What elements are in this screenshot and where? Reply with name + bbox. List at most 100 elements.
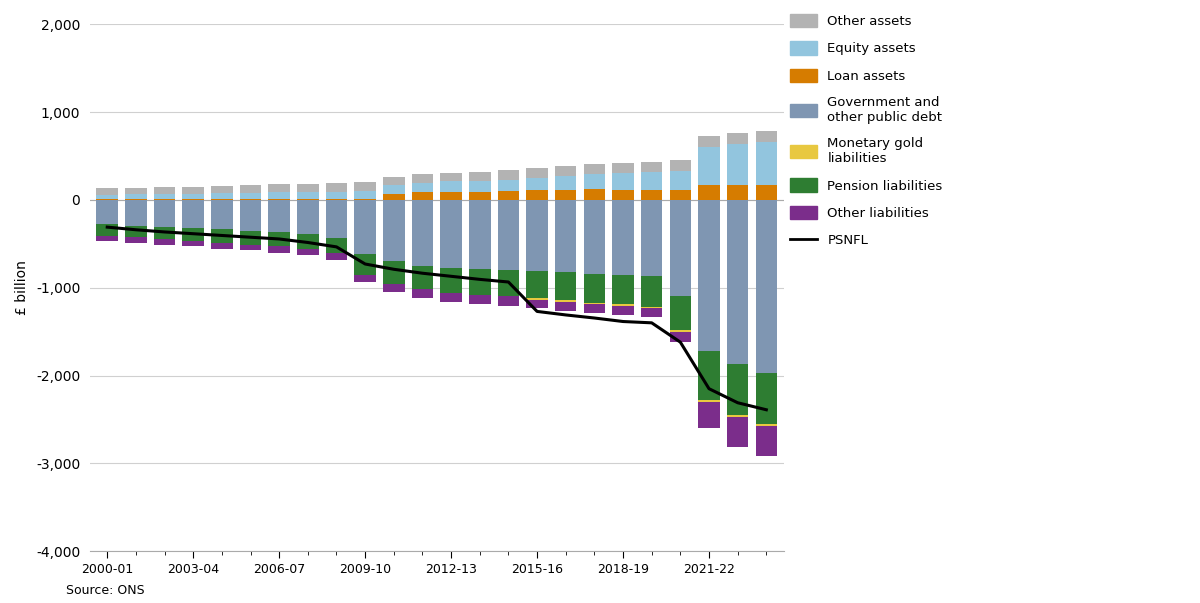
Bar bbox=[698, 402, 720, 428]
Bar bbox=[641, 308, 662, 317]
Bar bbox=[641, 200, 662, 276]
Bar bbox=[469, 192, 491, 200]
Bar bbox=[412, 266, 433, 289]
Bar bbox=[440, 192, 462, 200]
Bar bbox=[612, 305, 634, 306]
Bar bbox=[440, 172, 462, 182]
Bar bbox=[125, 194, 146, 199]
Bar bbox=[354, 182, 376, 191]
Bar bbox=[756, 131, 778, 142]
Bar bbox=[698, 400, 720, 402]
Bar bbox=[440, 182, 462, 192]
Bar bbox=[240, 193, 262, 199]
Bar bbox=[469, 295, 491, 305]
Bar bbox=[698, 136, 720, 147]
Bar bbox=[269, 184, 290, 192]
Bar bbox=[182, 241, 204, 247]
Bar bbox=[440, 292, 462, 302]
Bar bbox=[383, 194, 404, 200]
Bar bbox=[211, 243, 233, 248]
Bar bbox=[527, 190, 548, 200]
Bar bbox=[698, 351, 720, 400]
Bar bbox=[727, 200, 749, 364]
Bar bbox=[641, 172, 662, 190]
Bar bbox=[412, 200, 433, 266]
Bar bbox=[96, 200, 118, 224]
Bar bbox=[154, 239, 175, 245]
Bar bbox=[354, 254, 376, 274]
Bar bbox=[612, 306, 634, 315]
Bar bbox=[698, 200, 720, 351]
Bar bbox=[498, 297, 520, 306]
Bar bbox=[240, 230, 262, 245]
Bar bbox=[583, 200, 605, 274]
Bar bbox=[383, 200, 404, 261]
Bar bbox=[612, 173, 634, 190]
Bar bbox=[698, 185, 720, 200]
Bar bbox=[554, 175, 576, 190]
Bar bbox=[125, 200, 146, 226]
Bar bbox=[125, 188, 146, 194]
Bar bbox=[298, 248, 318, 255]
Bar bbox=[756, 373, 778, 424]
Bar bbox=[298, 200, 318, 234]
Bar bbox=[498, 270, 520, 297]
Bar bbox=[727, 144, 749, 185]
Bar bbox=[269, 247, 290, 253]
Bar bbox=[412, 183, 433, 192]
Bar bbox=[527, 168, 548, 178]
Bar bbox=[211, 200, 233, 229]
Bar bbox=[383, 185, 404, 194]
Bar bbox=[469, 181, 491, 192]
Bar bbox=[125, 237, 146, 243]
Bar bbox=[583, 304, 605, 313]
Bar bbox=[182, 229, 204, 241]
Bar bbox=[269, 199, 290, 200]
Bar bbox=[670, 297, 691, 330]
Bar bbox=[240, 200, 262, 230]
Bar bbox=[583, 189, 605, 200]
Bar bbox=[325, 200, 347, 238]
Bar bbox=[670, 190, 691, 200]
Bar bbox=[240, 245, 262, 250]
Bar bbox=[756, 185, 778, 200]
Bar bbox=[641, 276, 662, 306]
Bar bbox=[154, 200, 175, 227]
Bar bbox=[182, 194, 204, 199]
Bar bbox=[554, 190, 576, 200]
Bar bbox=[182, 187, 204, 194]
Bar bbox=[498, 191, 520, 200]
Bar bbox=[756, 426, 778, 456]
Bar bbox=[383, 284, 404, 292]
Bar bbox=[612, 190, 634, 200]
Bar bbox=[325, 199, 347, 200]
Bar bbox=[325, 183, 347, 192]
Bar bbox=[641, 190, 662, 200]
Bar bbox=[154, 199, 175, 200]
Bar bbox=[554, 300, 576, 302]
Bar bbox=[641, 162, 662, 172]
Bar bbox=[96, 188, 118, 195]
Bar bbox=[383, 261, 404, 284]
Bar bbox=[583, 174, 605, 189]
Bar bbox=[269, 200, 290, 232]
Bar bbox=[527, 271, 548, 298]
Bar bbox=[469, 172, 491, 181]
Bar bbox=[354, 274, 376, 282]
Bar bbox=[612, 200, 634, 274]
Legend: Other assets, Equity assets, Loan assets, Government and
other public debt, Mone: Other assets, Equity assets, Loan assets… bbox=[791, 14, 943, 247]
Bar bbox=[670, 160, 691, 171]
Bar bbox=[727, 417, 749, 447]
Bar bbox=[670, 332, 691, 342]
Bar bbox=[469, 270, 491, 295]
Bar bbox=[240, 199, 262, 200]
Bar bbox=[354, 199, 376, 200]
Bar bbox=[125, 226, 146, 237]
Bar bbox=[298, 199, 318, 200]
Bar bbox=[583, 303, 605, 304]
Bar bbox=[670, 200, 691, 297]
Bar bbox=[527, 298, 548, 300]
Bar bbox=[498, 180, 520, 191]
Bar bbox=[96, 199, 118, 200]
Bar bbox=[325, 192, 347, 199]
